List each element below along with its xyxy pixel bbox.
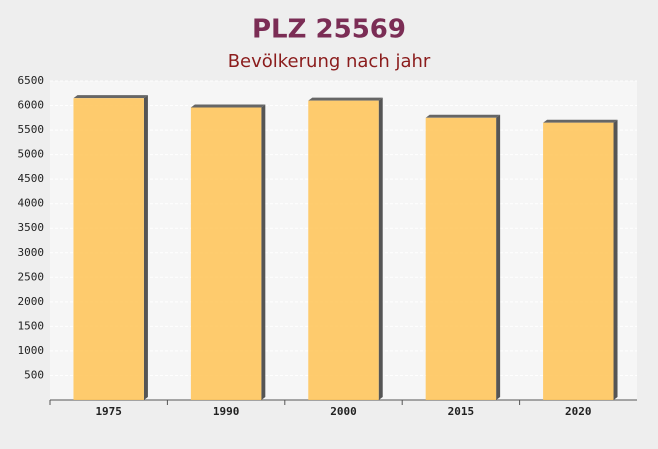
y-tick-label: 6000 [18,99,45,112]
bar-top [308,97,383,101]
bar-top [425,114,501,118]
x-tick-label: 1990 [213,405,240,418]
bar-side [613,119,618,400]
y-tick-label: 1500 [18,319,45,332]
bar-side [261,104,266,401]
bar-side [378,97,383,400]
y-tick-label: 4000 [18,197,45,210]
y-tick-label: 1000 [18,344,45,357]
y-tick-label: 2500 [18,270,45,283]
bar-top [73,95,148,99]
x-tick-label: 2020 [565,405,592,418]
bar [73,98,144,400]
bar [543,122,614,400]
y-tick-label: 500 [24,368,44,381]
y-tick-label: 3500 [18,221,45,234]
x-tick-label: 2015 [448,405,475,418]
y-tick-label: 5000 [18,148,45,161]
bar [308,100,379,400]
bar [425,117,497,401]
bar-side [143,95,148,400]
y-tick-label: 6500 [18,74,45,87]
bar-top [543,119,618,123]
bar-top [190,104,266,108]
y-tick-label: 2000 [18,295,45,308]
y-tick-label: 3000 [18,246,45,259]
x-tick-label: 2000 [330,405,357,418]
chart-title: PLZ 25569 [252,15,406,45]
y-tick-label: 5500 [18,123,45,136]
bar [190,107,262,401]
chart-subtitle: Bevölkerung nach jahr [228,51,431,72]
y-tick-label: 4500 [18,172,45,185]
bar-side [496,114,501,401]
x-tick-label: 1975 [95,405,122,418]
